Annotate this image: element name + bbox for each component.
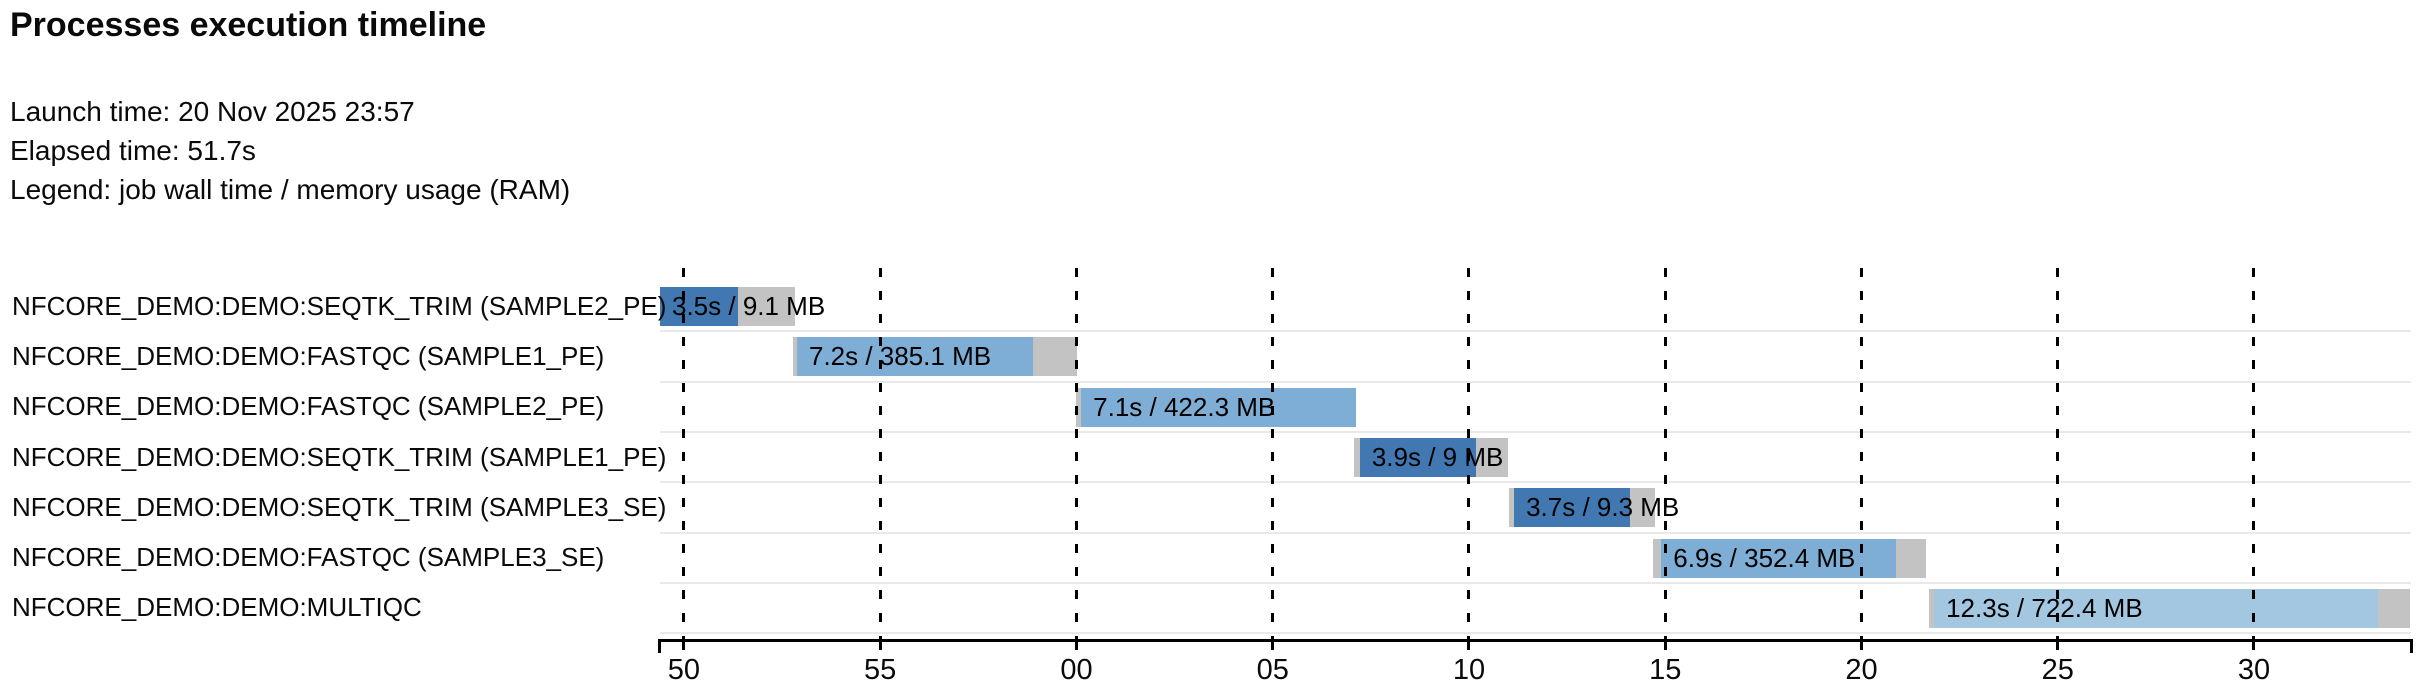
process-row-label: NFCORE_DEMO:DEMO:FASTQC (SAMPLE3_SE) <box>12 542 605 573</box>
process-row-label: NFCORE_DEMO:DEMO:FASTQC (SAMPLE1_PE) <box>12 340 605 371</box>
task-bar-label: 3.9s / 9 MB <box>1371 441 1504 472</box>
gridline <box>2252 268 2256 639</box>
task-bar-label: 3.7s / 9.3 MB <box>1526 492 1680 523</box>
process-row-label: NFCORE_DEMO:DEMO:SEQTK_TRIM (SAMPLE1_PE) <box>12 441 667 472</box>
task-bar <box>1653 538 1927 578</box>
task-bar <box>793 337 1077 377</box>
row-separator <box>660 481 2411 484</box>
task-bar-run-segment <box>1514 488 1630 528</box>
gridline <box>682 268 686 639</box>
axis-tick-label: 30 <box>2237 654 2271 686</box>
axis-tick-label: 25 <box>2041 654 2074 686</box>
axis-tick-label: 05 <box>1256 654 1289 686</box>
row-separator <box>660 330 2411 333</box>
task-bar-run-segment <box>796 337 1033 377</box>
task-bar-label: 7.2s / 385.1 MB <box>808 341 992 372</box>
axis-tick-label: 20 <box>1845 654 1878 686</box>
gridline <box>878 268 882 639</box>
elapsed-time-text: Elapsed time: 51.7s <box>10 135 256 166</box>
gridline <box>1663 268 1667 639</box>
task-bar <box>1353 437 1508 477</box>
axis-endcap-left <box>658 639 661 653</box>
task-bar <box>1509 488 1655 528</box>
launch-time-text: Launch time: 20 Nov 2025 23:57 <box>10 96 415 127</box>
gridline <box>1467 268 1471 639</box>
axis-tick <box>878 639 882 650</box>
gridline <box>1859 268 1863 639</box>
gridline <box>1074 268 1078 639</box>
task-bar-label: 12.3s / 722.4 MB <box>1946 592 2143 623</box>
gridline <box>1271 268 1275 639</box>
process-row-label: NFCORE_DEMO:DEMO:SEQTK_TRIM (SAMPLE3_SE) <box>12 491 667 522</box>
task-bar-run-segment <box>1359 437 1476 477</box>
task-bar <box>1076 387 1356 427</box>
axis-tick <box>1271 639 1275 650</box>
task-bar-label: 3.5s / 9.1 MB <box>672 291 826 321</box>
process-row-label: NFCORE_DEMO:DEMO:SEQTK_TRIM (SAMPLE2_PE) <box>12 290 667 321</box>
task-bar-run-segment <box>1934 588 2378 628</box>
axis-tick <box>682 639 686 650</box>
row-separator <box>660 581 2411 584</box>
axis-tick-label: 10 <box>1452 654 1486 686</box>
row-separator <box>660 430 2411 433</box>
task-bar-label: 7.1s / 422.3 MB <box>1093 391 1276 422</box>
axis-tick-label: 00 <box>1060 654 1093 686</box>
row-separator <box>660 380 2411 383</box>
row-separator <box>660 632 2411 635</box>
axis-tick <box>1663 639 1667 650</box>
axis-tick-label: 50 <box>667 654 701 686</box>
axis-tick-label: 55 <box>864 654 897 686</box>
axis-endcap-right <box>2410 639 2413 653</box>
row-separator <box>660 531 2411 534</box>
axis-tick <box>2252 639 2256 650</box>
legend-text: Legend: job wall time / memory usage (RA… <box>10 174 571 205</box>
axis-tick <box>1467 639 1471 650</box>
axis-tick-label: 15 <box>1649 654 1682 686</box>
task-bar-label: 6.9s / 352.4 MB <box>1673 542 1856 573</box>
axis-tick <box>1859 639 1863 650</box>
task-bar-run-segment <box>660 287 739 326</box>
task-bar-run-segment <box>1661 538 1896 578</box>
task-bar <box>1928 588 2411 628</box>
process-row-label: NFCORE_DEMO:DEMO:MULTIQC <box>12 592 422 623</box>
axis-tick <box>2056 639 2060 650</box>
task-bar-run-segment <box>1081 387 1356 427</box>
axis-line <box>658 639 2413 642</box>
process-row-label: NFCORE_DEMO:DEMO:FASTQC (SAMPLE2_PE) <box>12 391 605 422</box>
gridline <box>2056 268 2060 639</box>
page-title: Processes execution timeline <box>10 6 487 44</box>
axis-tick <box>1074 639 1078 650</box>
